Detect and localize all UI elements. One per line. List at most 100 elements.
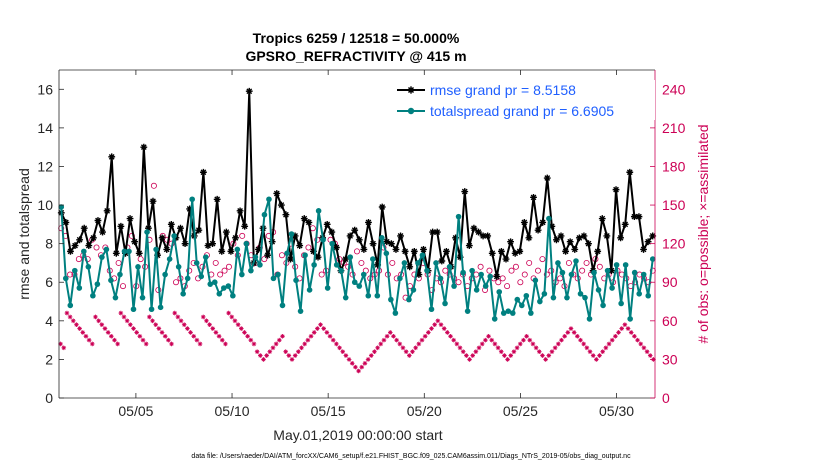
y-tick-label-left: 8 — [45, 236, 53, 252]
totalspread-point — [112, 294, 119, 301]
count-assimilated-point — [381, 337, 387, 343]
totalspread-point — [338, 267, 344, 274]
y-tick-label-right: 90 — [662, 274, 678, 290]
totalspread-point — [631, 269, 638, 276]
count-possible-point — [596, 263, 603, 270]
count-assimilated-point — [467, 357, 472, 362]
totalspread-point — [645, 292, 652, 299]
count-assimilated-point — [324, 330, 330, 335]
count-assimilated-point — [429, 326, 434, 331]
count-possible-point — [225, 263, 232, 270]
count-possible-point — [389, 259, 396, 266]
count-possible-point — [67, 271, 74, 278]
count-assimilated-point — [64, 310, 70, 316]
count-assimilated-point — [248, 337, 254, 343]
count-assimilated-point — [150, 318, 155, 324]
count-assimilated-point — [340, 349, 346, 354]
rmse-point — [543, 174, 551, 182]
rmse-point — [433, 228, 441, 236]
rmse-point — [346, 232, 354, 240]
count-assimilated-point — [286, 353, 292, 358]
count-assimilated-point — [584, 345, 590, 351]
rmse-point — [277, 201, 285, 209]
totalspread-point — [130, 306, 137, 313]
count-assimilated-point — [83, 333, 89, 339]
rmse-point — [374, 261, 382, 269]
count-assimilated-point — [153, 322, 158, 327]
y-tick-label-left: 14 — [37, 120, 53, 136]
totalspread-point — [342, 294, 349, 301]
count-possible-point — [305, 244, 312, 251]
rmse-point — [62, 219, 70, 226]
totalspread-point — [279, 302, 286, 309]
count-assimilated-point — [419, 337, 425, 343]
count-possible-point — [261, 256, 268, 263]
totalspread-point — [496, 289, 503, 295]
count-assimilated-point — [410, 349, 415, 354]
count-assimilated-point — [204, 318, 209, 324]
x-tick-label: 05/20 — [407, 403, 442, 419]
rmse-point — [397, 232, 404, 240]
count-assimilated-point — [460, 349, 466, 354]
rmse-point — [507, 238, 514, 246]
count-assimilated-point — [559, 337, 564, 343]
rmse-point — [452, 234, 459, 242]
count-assimilated-point — [464, 353, 469, 358]
count-assimilated-point — [536, 349, 542, 354]
rmse-point — [222, 228, 230, 236]
count-assimilated-point — [362, 360, 368, 366]
rmse-point — [488, 249, 496, 257]
totalspread-point — [442, 300, 448, 307]
legend-marker-totalspread — [407, 107, 415, 115]
totalspread-point — [239, 271, 245, 278]
totalspread-point — [469, 267, 475, 274]
count-assimilated-point — [549, 349, 555, 354]
rmse-point — [580, 232, 588, 240]
rmse-point — [525, 234, 533, 242]
count-assimilated-point — [533, 345, 539, 351]
count-assimilated-point — [175, 314, 181, 320]
count-assimilated-point — [181, 322, 187, 327]
count-assimilated-point — [378, 341, 384, 347]
totalspread-point — [482, 283, 489, 289]
count-possible-point — [526, 259, 533, 266]
series-line-totalspread — [60, 198, 654, 320]
totalspread-point — [528, 310, 534, 316]
totalspread-point — [108, 277, 114, 284]
count-assimilated-point — [264, 353, 269, 358]
count-assimilated-point — [619, 326, 625, 331]
legend-label-totalspread: totalspread grand pr = 6.6905 — [430, 103, 614, 119]
rmse-point — [103, 207, 111, 215]
count-assimilated-point — [394, 337, 399, 343]
count-assimilated-point — [118, 310, 124, 316]
rmse-point — [273, 190, 281, 197]
totalspread-point — [613, 262, 620, 268]
count-assimilated-point — [543, 357, 548, 362]
rmse-point — [287, 255, 294, 263]
count-assimilated-point — [438, 322, 444, 327]
rmse-point — [456, 253, 464, 261]
rmse-point — [300, 215, 308, 222]
rmse-point — [99, 228, 106, 236]
rmse-point — [443, 247, 450, 255]
count-assimilated-point — [172, 310, 178, 316]
count-assimilated-point — [568, 326, 574, 331]
count-assimilated-point — [245, 333, 250, 339]
totalspread-point — [333, 262, 340, 268]
totalspread-point — [360, 271, 367, 278]
count-assimilated-point — [454, 341, 460, 347]
x-tick-label: 05/30 — [599, 403, 634, 419]
count-assimilated-point — [235, 322, 241, 327]
totalspread-point — [455, 213, 462, 220]
y-tick-label-left: 6 — [45, 274, 53, 290]
rmse-point — [511, 249, 519, 257]
rmse-point — [305, 219, 313, 226]
totalspread-point — [324, 285, 331, 291]
rmse-point — [365, 219, 372, 226]
count-assimilated-point — [473, 349, 479, 354]
count-assimilated-point — [514, 345, 520, 351]
y-tick-label-left: 10 — [37, 197, 53, 213]
count-assimilated-point — [292, 353, 298, 358]
totalspread-point — [302, 252, 308, 259]
